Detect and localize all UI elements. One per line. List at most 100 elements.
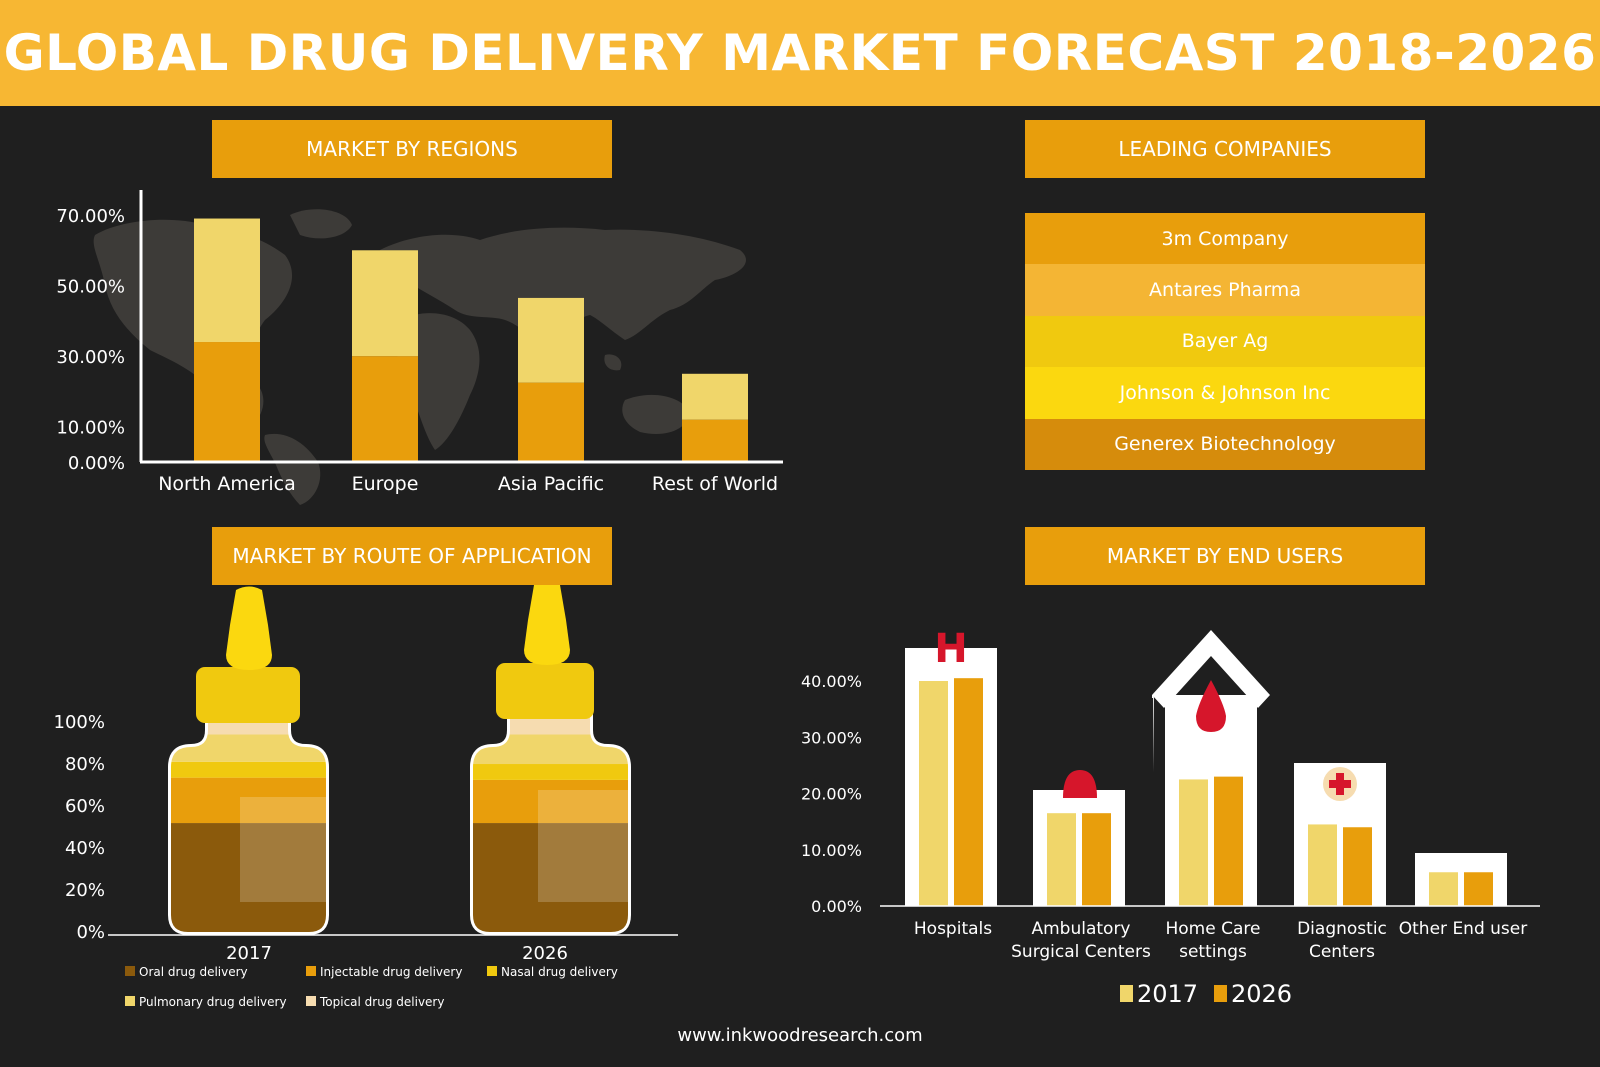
regions-bar-upper xyxy=(682,373,748,420)
route-segment xyxy=(171,823,326,932)
page-header: GLOBAL DRUG DELIVERY MARKET FORECAST 201… xyxy=(0,0,1600,106)
end-users-category-label: Other End user xyxy=(1399,919,1527,939)
route-legend-swatch xyxy=(306,996,316,1006)
company-item: Bayer Ag xyxy=(1025,315,1425,368)
bottle-dropper xyxy=(226,586,272,670)
footer-url: www.inkwoodresearch.com xyxy=(677,1025,923,1046)
regions-bar-lower xyxy=(682,419,748,462)
hospital-h-icon: H xyxy=(934,630,967,672)
route-segment xyxy=(473,734,628,765)
end-users-y-tick-label: 30.00% xyxy=(801,728,862,747)
end-users-bar-2017 xyxy=(1179,779,1208,906)
end-users-bar-2026 xyxy=(1082,813,1111,906)
home-care-building xyxy=(1152,690,1154,772)
end-users-legend-swatch xyxy=(1120,985,1133,1002)
end-users-bar-2017 xyxy=(1429,872,1458,906)
end-users-category-label: Hospitals xyxy=(914,919,992,939)
company-name: Johnson & Johnson Inc xyxy=(1119,381,1331,404)
end-users-section-title: MARKET BY END USERS xyxy=(1025,527,1425,585)
route-segment xyxy=(473,764,628,780)
regions-y-tick-label: 50.00% xyxy=(56,277,125,298)
regions-bar-lower xyxy=(352,356,418,462)
end-users-bar-2026 xyxy=(1343,827,1372,906)
regions-chart: 0.00% 10.00% 30.00% 50.00% 70.00% North Amer… xyxy=(56,190,783,505)
regions-y-tick-label: 0.00% xyxy=(68,453,125,474)
end-users-legend-swatch xyxy=(1214,985,1227,1002)
end-users-chart: H 0.00% 10.00% 20.00% 30.00% 40.00% Hospital… xyxy=(801,630,1540,1008)
end-users-bar-2017 xyxy=(919,681,948,906)
regions-bar-lower xyxy=(518,382,584,462)
route-segment xyxy=(473,779,628,824)
route-category-label: 2026 xyxy=(522,943,568,964)
bottle-cap xyxy=(496,663,594,719)
medical-cross-icon xyxy=(1329,773,1351,795)
route-legend-swatch xyxy=(125,966,135,976)
bottle-cap xyxy=(196,667,300,723)
route-segment xyxy=(171,761,326,778)
regions-category-label: North America xyxy=(158,473,296,495)
bottle-2026 xyxy=(470,585,631,935)
regions-category-label: Rest of World xyxy=(652,473,778,495)
route-legend-label: Injectable drug delivery xyxy=(320,965,462,979)
route-section-title: MARKET BY ROUTE OF APPLICATION xyxy=(212,527,612,585)
route-y-tick-label: 0% xyxy=(76,922,105,943)
route-segment xyxy=(473,823,628,932)
ambulatory-building xyxy=(1033,790,1125,906)
regions-category-label: Europe xyxy=(352,473,419,495)
regions-bar-upper xyxy=(194,218,260,343)
route-y-tick-label: 20% xyxy=(65,880,105,901)
route-segment xyxy=(171,734,326,762)
end-users-bar-2026 xyxy=(954,678,983,906)
regions-y-tick-label: 70.00% xyxy=(56,206,125,227)
end-users-category-label: Home Care xyxy=(1166,919,1261,939)
route-y-tick-label: 60% xyxy=(65,796,105,817)
route-legend-label: Oral drug delivery xyxy=(139,965,248,979)
siren-icon xyxy=(1063,770,1097,798)
regions-y-tick-label: 30.00% xyxy=(56,347,125,368)
end-users-category-label-line2: settings xyxy=(1179,942,1247,962)
end-users-bar-2017 xyxy=(1308,824,1337,906)
route-legend-label: Topical drug delivery xyxy=(319,995,444,1009)
bottle-2017 xyxy=(168,586,329,935)
regions-y-tick-label: 10.00% xyxy=(56,418,125,439)
company-item: Antares Pharma xyxy=(1025,264,1425,316)
bottle-dropper xyxy=(524,585,570,665)
regions-bar-upper xyxy=(518,297,584,383)
regions-bar-lower xyxy=(194,342,260,462)
route-category-label: 2017 xyxy=(226,943,272,964)
route-y-tick-label: 100% xyxy=(54,712,105,733)
route-legend-swatch xyxy=(487,966,497,976)
regions-category-label: Asia Pacific xyxy=(498,473,604,495)
end-user-symbols: H xyxy=(934,630,1357,801)
end-users-y-tick-label: 20.00% xyxy=(801,785,862,804)
end-users-legend-label: 2017 xyxy=(1137,980,1198,1008)
bottle-label-panel xyxy=(538,790,628,902)
regions-bar-upper xyxy=(352,250,418,357)
page-title: GLOBAL DRUG DELIVERY MARKET FORECAST 201… xyxy=(3,24,1597,82)
end-users-category-label: Ambulatory xyxy=(1031,919,1130,939)
company-name: Antares Pharma xyxy=(1149,279,1301,302)
route-segment xyxy=(171,777,326,824)
end-users-y-tick-label: 10.00% xyxy=(801,841,862,860)
company-item: Johnson & Johnson Inc xyxy=(1025,367,1425,419)
end-users-y-tick-label: 40.00% xyxy=(801,672,862,691)
end-users-category-label-line2: Surgical Centers xyxy=(1011,942,1151,962)
home-care-roof xyxy=(1152,630,1270,708)
end-users-category-label: Diagnostic xyxy=(1297,919,1387,939)
end-users-bar-2017 xyxy=(1047,813,1076,906)
end-users-legend-label: 2026 xyxy=(1231,980,1292,1008)
company-item: 3m Company xyxy=(1025,213,1425,265)
route-legend-label: Nasal drug delivery xyxy=(501,965,618,979)
company-item: Generex Biotechnology xyxy=(1025,418,1425,470)
bottle-label-panel xyxy=(240,797,326,902)
end-users-bar-2026 xyxy=(1464,872,1493,906)
route-chart: 0% 20% 40% 60% 80% 100% 2017 2026 Oral drug de… xyxy=(54,585,678,1009)
route-legend-swatch xyxy=(306,966,316,976)
companies-list: 3m Company Antares Pharma Bayer Ag Johns… xyxy=(1025,213,1425,470)
other-building xyxy=(1415,853,1507,906)
hospital-building xyxy=(905,648,997,906)
route-y-tick-label: 80% xyxy=(65,754,105,775)
end-users-bar-2026 xyxy=(1214,776,1243,906)
companies-section-title: LEADING COMPANIES xyxy=(1025,120,1425,178)
route-legend-label: Pulmonary drug delivery xyxy=(139,995,287,1009)
